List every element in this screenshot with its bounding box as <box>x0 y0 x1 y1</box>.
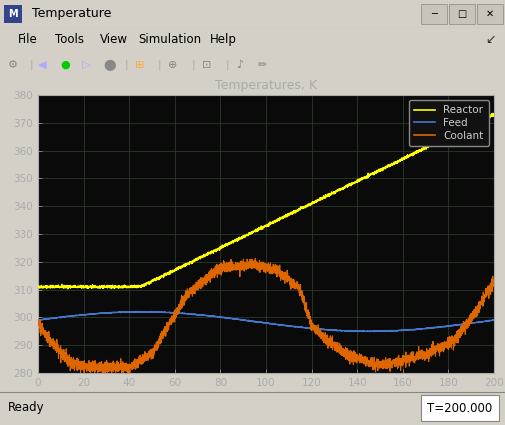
Text: |: | <box>125 60 128 70</box>
Text: ─: ─ <box>430 9 436 19</box>
Text: ●: ● <box>60 60 70 70</box>
Text: |: | <box>226 60 229 70</box>
Text: ♪: ♪ <box>235 60 242 70</box>
Text: □: □ <box>457 9 466 19</box>
Text: Tools: Tools <box>55 33 84 46</box>
Text: |: | <box>191 60 195 70</box>
Text: ⊡: ⊡ <box>201 60 211 70</box>
Bar <box>4 5 22 23</box>
Text: ✕: ✕ <box>485 9 493 19</box>
Text: ◀: ◀ <box>38 60 46 70</box>
Text: M: M <box>8 9 18 19</box>
Text: |: | <box>158 60 161 70</box>
Bar <box>476 4 502 24</box>
Text: Temperature: Temperature <box>32 8 111 20</box>
Text: File: File <box>18 33 38 46</box>
Bar <box>448 4 474 24</box>
Title: Temperatures, K: Temperatures, K <box>215 79 316 93</box>
Bar <box>420 395 498 421</box>
Text: ⊕: ⊕ <box>168 60 177 70</box>
Text: ⬤: ⬤ <box>103 60 115 71</box>
Text: ⊞: ⊞ <box>135 60 144 70</box>
Text: Help: Help <box>210 33 236 46</box>
Text: ⚙: ⚙ <box>8 60 18 70</box>
Legend: Reactor, Feed, Coolant: Reactor, Feed, Coolant <box>408 100 488 146</box>
Text: Simulation: Simulation <box>138 33 200 46</box>
Bar <box>420 4 446 24</box>
Text: View: View <box>100 33 128 46</box>
Text: ▷: ▷ <box>82 60 90 70</box>
Text: Ready: Ready <box>8 402 44 414</box>
Text: ✏: ✏ <box>258 60 267 70</box>
Text: ↙: ↙ <box>484 33 495 46</box>
Text: T=200.000: T=200.000 <box>427 402 492 414</box>
Text: |: | <box>30 60 33 70</box>
